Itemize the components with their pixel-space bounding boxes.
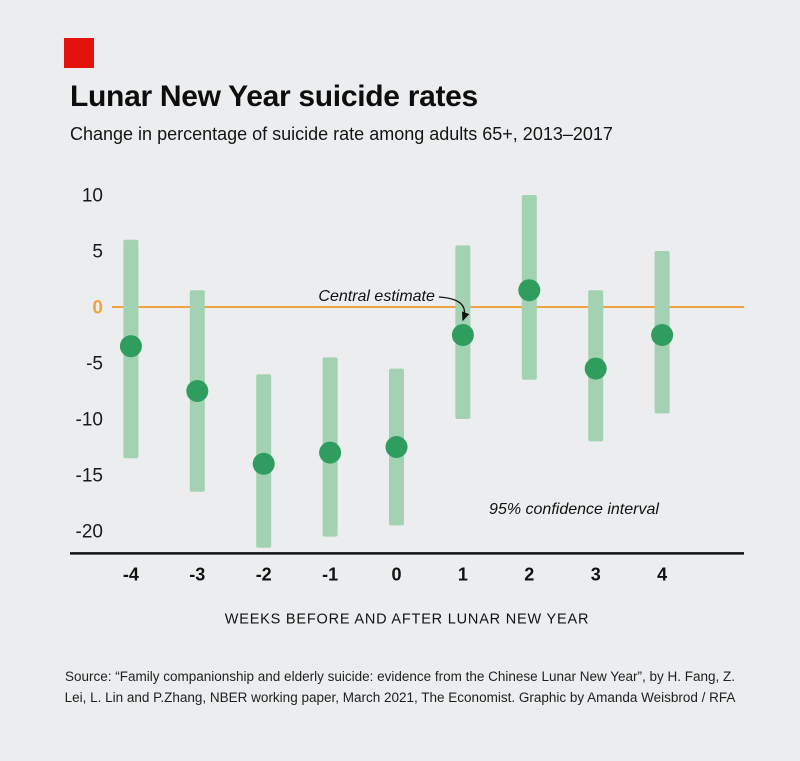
y-tick-label: 10 [82, 186, 103, 207]
x-tick-label: -4 [123, 564, 139, 584]
y-tick-label: -20 [76, 522, 103, 543]
chart-title: Lunar New Year suicide rates [70, 80, 478, 113]
confidence-interval-label: 95% confidence interval [489, 501, 659, 518]
chart-header: Lunar New Year suicide rates Change in p… [0, 0, 800, 145]
y-tick-label: -15 [76, 466, 103, 487]
central-estimate-dot [651, 324, 674, 346]
x-tick-label: -2 [256, 564, 272, 584]
x-tick-label: -1 [322, 564, 338, 584]
x-tick-label: 1 [458, 564, 468, 584]
x-tick-label: 2 [524, 564, 534, 584]
y-tick-label: 0 [92, 298, 103, 319]
chart-area: 10 5 0 -5 -10 -15 -20 -4 -3 -2 -1 0 1 2 3 4 WEEKS BEFORE… [0, 169, 800, 641]
y-tick-label: -10 [76, 410, 103, 431]
chart-subtitle: Change in percentage of suicide rate amo… [70, 124, 613, 144]
central-estimate-label: Central estimate [318, 288, 435, 305]
central-estimate-dot [518, 279, 541, 302]
y-tick-label: -5 [86, 354, 103, 375]
central-estimate-arrow [438, 296, 470, 322]
source-note: Source: “Family companionship and elderl… [64, 669, 736, 705]
central-estimate-dot [584, 357, 607, 380]
x-axis-title: WEEKS BEFORE AND AFTER LUNAR NEW YEAR [225, 611, 590, 627]
x-tick-label: 3 [591, 564, 601, 584]
central-estimate-dot [385, 436, 408, 458]
x-tick-label: 4 [657, 564, 667, 584]
central-estimate-dot [186, 380, 209, 402]
central-estimate-dot [119, 335, 142, 358]
brand-red-tab [64, 38, 94, 68]
x-tick-label: 0 [391, 564, 401, 584]
central-estimate-dot [319, 441, 342, 464]
central-estimate-dot [451, 324, 474, 346]
y-tick-label: 5 [92, 242, 103, 263]
central-estimate-dot [252, 452, 275, 475]
x-tick-label: -3 [189, 564, 205, 584]
